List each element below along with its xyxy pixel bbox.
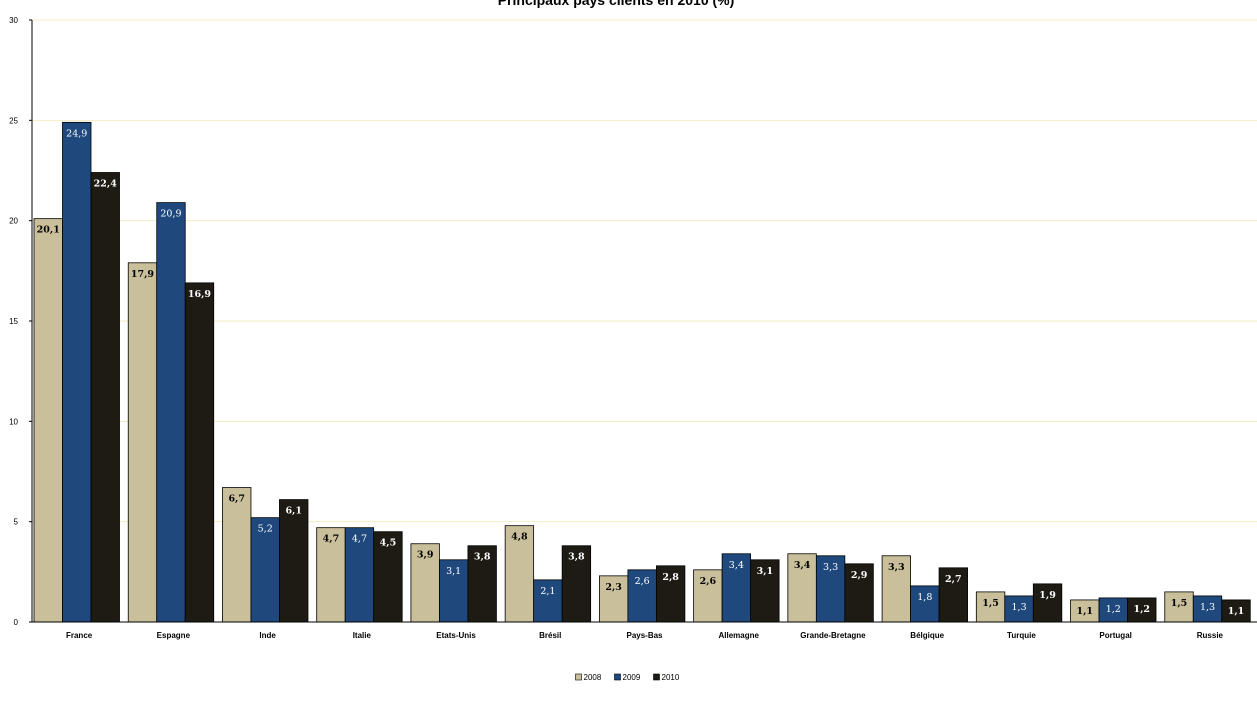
data-label-2009-10: 1,3 (1012, 602, 1027, 613)
legend-label-2010: 2010 (662, 673, 680, 682)
bar-2010-9 (938, 567, 968, 623)
bar-2008-10 (975, 591, 1006, 623)
legend: 2008 2009 2010 (575, 673, 680, 682)
bar-2009-1 (156, 202, 186, 623)
gridlines (32, 19, 1257, 523)
bar-2009-9 (910, 585, 940, 623)
data-label-2008-1: 17,9 (131, 269, 155, 280)
x-tick-label-9: Bélgique (910, 631, 944, 640)
data-label-2008-5: 4,8 (511, 532, 528, 543)
bar-2009-4 (439, 559, 469, 623)
data-label-2008-11: 1,1 (1077, 606, 1094, 617)
y-tick-label-0: 0 (14, 618, 19, 627)
x-tick-label-3: Italie (353, 631, 372, 640)
bar-2010-2 (279, 499, 309, 623)
bar-2009-3 (344, 527, 375, 623)
data-label-2010-5: 3,8 (568, 552, 585, 563)
y-tick-label-10: 10 (9, 417, 18, 426)
data-label-2009-2: 5,2 (258, 524, 273, 535)
data-label-2009-6: 2,6 (635, 576, 650, 587)
x-tick-label-2: Inde (259, 631, 276, 640)
data-label-2009-5: 2,1 (540, 586, 555, 597)
legend-swatch-2010 (653, 673, 660, 681)
legend-swatch-2009 (614, 673, 621, 681)
data-label-2008-6: 2,3 (605, 582, 622, 593)
y-tick-label-20: 20 (9, 217, 18, 226)
x-tick-label-0: France (66, 631, 93, 640)
bar-2010-3 (373, 531, 403, 623)
y-tick-label-25: 25 (9, 116, 18, 125)
y-axis: 0 5 10 15 20 25 30 (9, 16, 33, 627)
bar-2010-1 (184, 282, 215, 623)
bars: 20,1 24,9 22,4 17,9 20,9 16,9 6,7 5,2 6,1 4,7 4,7 4… (33, 121, 1251, 623)
data-label-2009-4: 3,1 (446, 566, 461, 577)
data-label-2010-7: 3,1 (757, 566, 774, 577)
x-tick-label-11: Portugal (1099, 631, 1131, 640)
data-label-2008-12: 1,5 (1171, 598, 1188, 609)
data-label-2008-10: 1,5 (982, 598, 999, 609)
data-label-2010-1: 16,9 (188, 289, 212, 300)
data-label-2010-3: 4,5 (380, 538, 397, 549)
legend-label-2008: 2008 (584, 673, 602, 682)
y-tick-label-30: 30 (9, 16, 18, 25)
bar-2010-8 (844, 563, 874, 623)
bar-2009-7 (721, 553, 752, 623)
data-label-2010-10: 1,9 (1039, 590, 1056, 601)
x-tick-label-12: Russie (1197, 631, 1224, 640)
bar-2008-2 (222, 487, 252, 623)
data-label-2010-12: 1,1 (1228, 606, 1245, 617)
data-label-2008-2: 6,7 (228, 494, 245, 505)
x-tick-label-8: Grande-Bretagne (800, 631, 866, 640)
data-label-2010-4: 3,8 (474, 552, 491, 563)
x-tick-label-5: Brésil (539, 631, 561, 640)
x-tick-label-6: Pays-Bas (626, 631, 663, 640)
bar-2008-5 (504, 525, 535, 623)
data-label-2010-6: 2,8 (662, 572, 679, 583)
data-label-2010-9: 2,7 (945, 574, 962, 585)
x-tick-label-10: Turquie (1007, 631, 1036, 640)
bar-2010-5 (561, 545, 592, 623)
data-label-2008-7: 2,6 (700, 576, 717, 587)
data-label-2009-11: 1,2 (1106, 604, 1121, 615)
x-tick-label-7: Allemagne (718, 631, 759, 640)
data-label-2009-7: 3,4 (729, 560, 744, 571)
legend-swatch-2008 (575, 673, 582, 681)
data-label-2010-8: 2,9 (851, 570, 868, 581)
data-label-2008-9: 3,3 (888, 562, 905, 573)
data-label-2008-4: 3,9 (417, 550, 434, 561)
y-tick-label-5: 5 (14, 518, 19, 527)
legend-label-2009: 2009 (623, 673, 641, 682)
x-axis: France Espagne Inde Italie Etats-Unis Brésil P… (32, 621, 1257, 640)
data-label-2009-1: 20,9 (160, 209, 181, 220)
x-tick-label-1: Espagne (157, 631, 191, 640)
y-tick-label-15: 15 (9, 317, 18, 326)
data-label-2009-0: 24,9 (66, 128, 87, 139)
bar-2010-4 (467, 545, 497, 623)
data-label-2010-2: 6,1 (285, 506, 302, 517)
data-label-2010-11: 1,2 (1134, 604, 1151, 615)
data-label-2009-12: 1,3 (1200, 602, 1215, 613)
data-label-2009-9: 1,8 (917, 592, 932, 603)
data-label-2008-3: 4,7 (323, 534, 340, 545)
data-label-2010-0: 22,4 (94, 179, 118, 190)
data-label-2009-3: 4,7 (352, 534, 367, 545)
bar-2009-10 (1004, 595, 1034, 623)
bar-2010-10 (1032, 583, 1063, 623)
bar-2010-0 (90, 172, 120, 623)
data-label-2008-8: 3,4 (794, 560, 811, 571)
bar-2009-6 (627, 569, 657, 623)
x-tick-label-4: Etats-Unis (436, 631, 476, 640)
bar-2008-0 (33, 218, 63, 623)
data-label-2008-0: 20,1 (37, 225, 60, 236)
data-label-2009-8: 3,3 (823, 562, 838, 573)
bar-2008-6 (598, 575, 629, 623)
bar-2008-1 (127, 262, 158, 623)
bar-2009-0 (62, 121, 92, 623)
bar-2010-7 (750, 559, 780, 623)
chart-title: Principaux pays clients en 2010 (%) (498, 0, 735, 8)
